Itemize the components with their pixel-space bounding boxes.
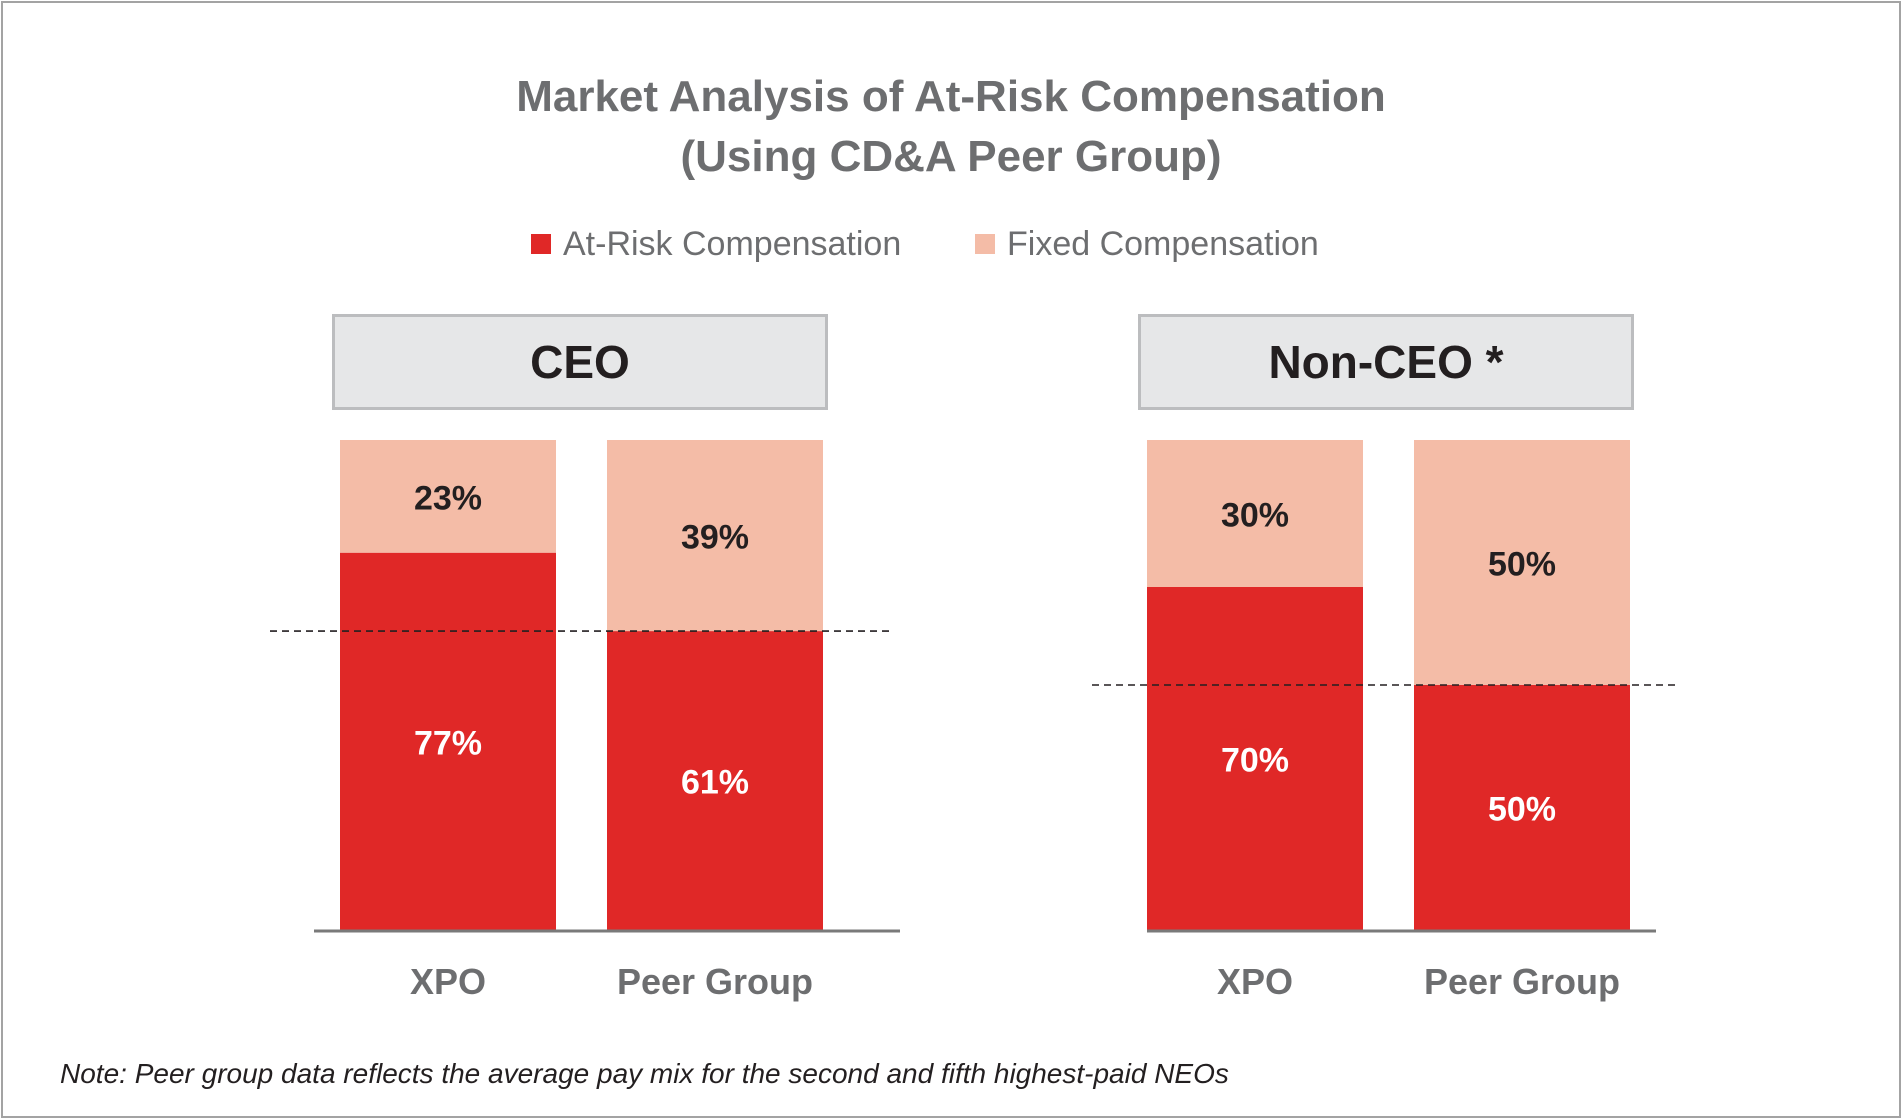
- panel0-bar-fixed-0: [340, 440, 556, 553]
- legend-swatch-at-risk: [531, 234, 551, 254]
- legend-item-at-risk: At-Risk Compensation: [531, 222, 901, 266]
- panel1-bar-at-risk-1: [1414, 685, 1630, 930]
- panel1-bar-fixed-0: [1147, 440, 1363, 587]
- panel1-bar-fixed-1: [1414, 440, 1630, 685]
- panel1-label-fixed-1: 50%: [1488, 546, 1556, 584]
- legend-label-at-risk: At-Risk Compensation: [563, 224, 902, 263]
- panel0-label-fixed-0: 23%: [414, 479, 482, 517]
- panel0-label-at-risk-0: 77%: [414, 724, 482, 762]
- legend-label-fixed: Fixed Compensation: [1007, 224, 1319, 263]
- chart-subtitle: (Using CD&A Peer Group): [680, 132, 1222, 181]
- legend-swatch-fixed: [975, 234, 995, 254]
- panel-header-ceo: CEO: [332, 314, 828, 410]
- panel1-label-at-risk-0: 70%: [1221, 742, 1289, 780]
- panel1-category-label-0: XPO: [1217, 961, 1293, 1002]
- panel1-label-fixed-0: 30%: [1221, 497, 1289, 535]
- panel0-bar-at-risk-0: [340, 552, 556, 930]
- panel0-bar-at-risk-1: [607, 631, 823, 930]
- panel0-label-at-risk-1: 61%: [681, 764, 749, 802]
- panel0-category-label-1: Peer Group: [617, 961, 813, 1002]
- chart-title: Market Analysis of At-Risk Compensation: [516, 72, 1386, 121]
- panel1-bar-at-risk-0: [1147, 587, 1363, 930]
- panel1-category-label-1: Peer Group: [1424, 961, 1620, 1002]
- panel0-category-label-0: XPO: [410, 961, 486, 1002]
- panel1-label-at-risk-1: 50%: [1488, 791, 1556, 829]
- panel-header-non-ceo: Non-CEO *: [1138, 314, 1634, 410]
- panel0-label-fixed-1: 39%: [681, 519, 749, 557]
- legend-item-fixed: Fixed Compensation: [975, 222, 1319, 266]
- footnote: Note: Peer group data reflects the avera…: [60, 1058, 1229, 1089]
- panel0-bar-fixed-1: [607, 440, 823, 632]
- stacked-bar-chart: 77% 23% XPO 61% 39% Peer Group 70% 30% XPO 50% 50%…: [270, 440, 1680, 1002]
